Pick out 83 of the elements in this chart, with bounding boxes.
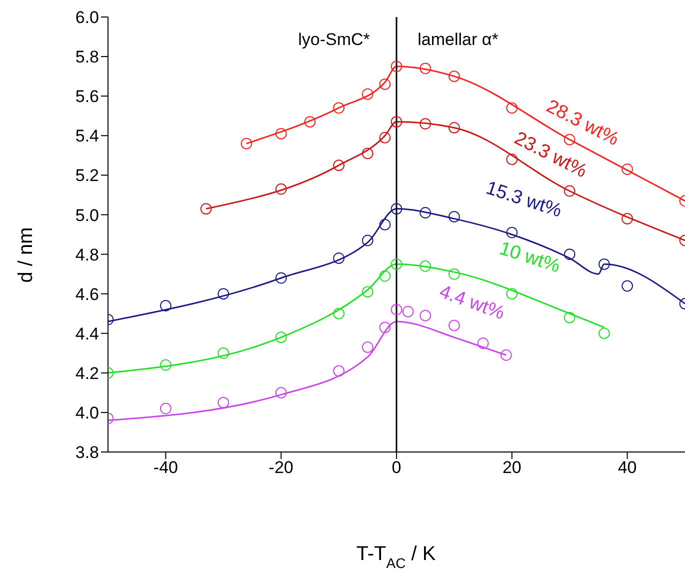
- y-tick-label: 4.8: [75, 245, 99, 264]
- point: [379, 218, 391, 230]
- y-tick-label: 4.6: [75, 284, 99, 304]
- x-tick-label: 20: [502, 458, 522, 478]
- y-tick-label: 4.2: [75, 364, 99, 383]
- x-tick-label: -20: [268, 458, 294, 478]
- point: [379, 78, 391, 90]
- point: [477, 338, 489, 349]
- point: [622, 164, 633, 175]
- point: [333, 308, 344, 320]
- point: [390, 258, 402, 270]
- point: [420, 118, 432, 130]
- point: [362, 88, 374, 100]
- point: [160, 300, 172, 312]
- point: [564, 134, 576, 146]
- point: [218, 347, 230, 359]
- y-tick-label: 5.2: [75, 166, 99, 186]
- x-axis-title: T-T$_{AC}$ / K: [356, 543, 436, 571]
- point: [564, 248, 576, 260]
- point: [448, 268, 460, 280]
- point: [275, 386, 287, 398]
- point: [333, 102, 344, 114]
- point: [390, 304, 402, 316]
- point: [448, 122, 460, 134]
- point: [402, 306, 414, 318]
- point: [275, 332, 287, 344]
- point: [390, 203, 402, 214]
- point: [200, 203, 212, 214]
- point: [448, 70, 460, 82]
- y-tick-label: 5.8: [75, 48, 99, 67]
- point: [240, 138, 252, 150]
- text: 15.3 wt%: [483, 178, 564, 222]
- point: [160, 402, 172, 414]
- text: 4.4 wt%: [436, 281, 508, 324]
- point: [379, 132, 391, 144]
- point: [275, 183, 287, 195]
- y-axis-title: d / nm: [15, 227, 37, 283]
- point: [420, 207, 432, 218]
- text: 10 wt%: [496, 238, 563, 278]
- y-tick-label: 5.4: [75, 126, 99, 146]
- point: [218, 396, 230, 408]
- point: [362, 342, 374, 353]
- point: [379, 270, 391, 282]
- y-tick-label: 6.0: [75, 8, 99, 28]
- point: [448, 211, 460, 222]
- point: [362, 148, 374, 160]
- point: [506, 102, 518, 114]
- point: [275, 128, 287, 140]
- point: [390, 116, 402, 128]
- point: [420, 310, 432, 322]
- annotation: lyo-SmC*: [298, 30, 370, 49]
- x-tick-label: 40: [618, 458, 637, 478]
- point: [362, 234, 374, 246]
- x-tick-label: -40: [153, 458, 178, 478]
- point: [333, 365, 344, 377]
- point: [362, 286, 374, 298]
- point: [564, 185, 576, 197]
- point: [564, 312, 576, 324]
- point: [275, 272, 287, 284]
- y-tick-label: 3.8: [75, 443, 99, 462]
- point: [304, 116, 316, 128]
- point: [500, 349, 512, 361]
- y-tick-label: 4.0: [75, 403, 99, 422]
- point: [333, 160, 344, 171]
- point: [598, 328, 610, 340]
- y-tick-label: 5.6: [75, 87, 99, 106]
- point: [506, 288, 518, 300]
- point: [622, 212, 633, 224]
- point: [598, 258, 610, 270]
- point: [160, 359, 172, 371]
- point: [420, 260, 432, 272]
- point: [379, 322, 391, 334]
- y-tick-label: 4.4: [75, 324, 99, 344]
- point: [448, 320, 460, 332]
- point: [333, 252, 344, 264]
- point: [390, 60, 402, 72]
- annotation: lamellar α*: [418, 30, 499, 49]
- point: [218, 288, 230, 300]
- point: [506, 226, 518, 238]
- point: [622, 280, 633, 292]
- y-tick-label: 5.0: [75, 206, 99, 225]
- point: [420, 62, 432, 74]
- x-tick-label: 0: [392, 458, 402, 478]
